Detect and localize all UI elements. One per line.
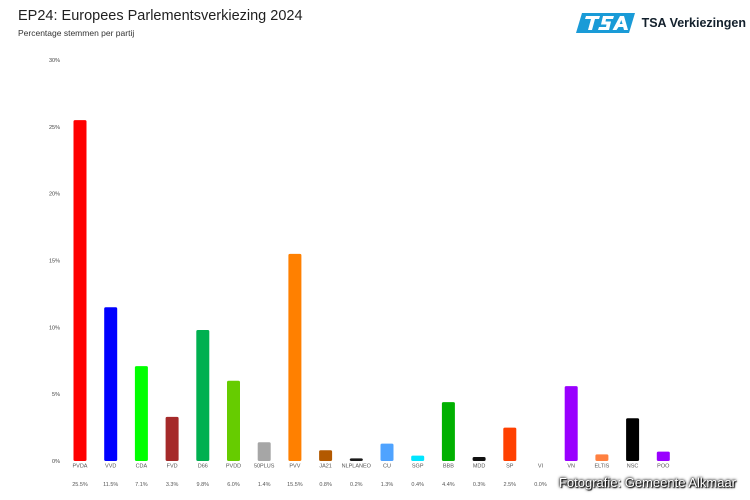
x-tick-label: PVDD	[226, 464, 241, 470]
brand-name: TSA Verkiezingen	[641, 16, 746, 30]
bar-cu	[380, 443, 394, 461]
value-label: 4.4%	[442, 482, 455, 488]
bar-ja21	[319, 450, 333, 461]
bars	[73, 120, 670, 462]
value-label: 0.3%	[473, 482, 486, 488]
value-label: 25.5%	[72, 482, 88, 488]
value-label: 2.5%	[504, 482, 517, 488]
x-tick-label: CU	[383, 464, 391, 470]
value-label: 0.7%	[657, 482, 670, 488]
bar-vn	[564, 386, 578, 461]
value-labels: 25.5% 11.5% 7.1% 3.3% 9.8% 6.0% 1.4% 15.5% 0.8% 0…	[72, 482, 669, 488]
x-tick-label: SGP	[412, 464, 424, 470]
chart-subtitle: Percentage stemmen per partij	[18, 28, 135, 38]
value-label: 7.1%	[135, 482, 148, 488]
x-tick-label: FVD	[167, 464, 178, 470]
x-tick-label: D66	[198, 464, 208, 470]
bar-sgp	[411, 455, 425, 461]
x-tick-label: POO	[657, 464, 670, 470]
value-label: 0.0%	[534, 482, 547, 488]
y-tick-label: 30%	[49, 58, 60, 64]
y-tick-label: 20%	[49, 192, 60, 198]
x-tick-label: PVDA	[73, 464, 88, 470]
bar-eltis	[595, 454, 609, 461]
x-tick-label: VN	[567, 464, 575, 470]
y-tick-label: 25%	[49, 125, 60, 131]
bar-d66	[196, 330, 210, 461]
bar-nlplaneo	[349, 458, 363, 461]
bar-poo	[656, 451, 670, 461]
bar-fvd	[165, 416, 179, 461]
value-label: 1.4%	[258, 482, 271, 488]
photo-credit: Fotografie: Gemeente Alkmaar	[558, 475, 736, 490]
value-label: 3.3%	[166, 482, 179, 488]
value-label: 0.2%	[350, 482, 363, 488]
value-label: 0.8%	[319, 482, 332, 488]
y-tick-label: 10%	[49, 325, 60, 331]
bar-sp	[503, 427, 517, 461]
y-tick-label: 5%	[52, 392, 60, 398]
value-label: 0.5%	[596, 482, 609, 488]
bar-pvda	[73, 120, 87, 462]
bar-vvd	[104, 307, 118, 461]
value-label: 11.5%	[103, 482, 118, 488]
x-tick-label: PVV	[289, 464, 300, 470]
value-label: 5.6%	[565, 482, 578, 488]
bar-nsc	[626, 418, 640, 461]
x-tick-label: VVD	[105, 464, 116, 470]
value-label: 6.0%	[227, 482, 240, 488]
value-label: 1.3%	[381, 482, 394, 488]
bar-mdd	[472, 456, 486, 461]
value-label: 3.2%	[626, 482, 639, 488]
y-tick-label: 15%	[49, 259, 60, 265]
y-tick-label: 0%	[52, 459, 60, 465]
x-tick-label: NLPLANEO	[342, 464, 372, 470]
bar-bbb	[441, 402, 455, 461]
value-label: 9.8%	[197, 482, 210, 488]
bar-pvdd	[227, 380, 240, 461]
bar-50plus	[257, 442, 271, 461]
x-tick-label: VI	[538, 464, 544, 470]
x-tick-label: NSC	[627, 464, 639, 470]
x-tick-label: BBB	[443, 464, 454, 470]
value-label: 15.5%	[287, 482, 303, 488]
tsa-logo-icon	[575, 13, 635, 33]
bar-cda	[134, 366, 148, 461]
x-tick-label: CDA	[136, 464, 148, 470]
y-axis: 0% 5% 10% 15% 20% 25% 30%	[49, 58, 60, 465]
x-tick-label: ELTIS	[594, 464, 609, 470]
x-tick-label: JA21	[319, 464, 332, 470]
brand: TSA Verkiezingen	[575, 12, 746, 34]
bar-pvv	[288, 253, 302, 461]
chart-title: EP24: Europees Parlementsverkiezing 2024	[18, 8, 303, 24]
x-axis-labels: PVDA VVD CDA FVD D66 PVDD 50PLUS PVV JA21 NLPLANE…	[73, 464, 671, 470]
x-tick-label: 50PLUS	[254, 464, 275, 470]
x-tick-label: MDD	[473, 464, 486, 470]
value-label: 0.4%	[411, 482, 424, 488]
x-tick-label: SP	[506, 464, 514, 470]
